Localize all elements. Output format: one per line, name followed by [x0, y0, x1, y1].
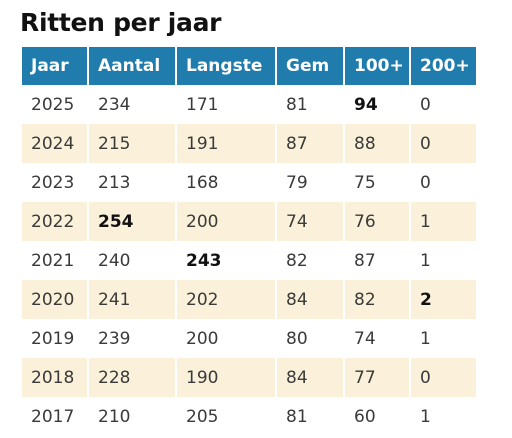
cell-100-plus: 82	[345, 280, 411, 319]
cell-count: 228	[89, 358, 177, 397]
cell-200-plus: 1	[411, 241, 476, 280]
table-row: 2018 228 190 84 77 0	[22, 358, 476, 397]
cell-100-plus: 60	[345, 397, 411, 436]
cell-200-plus: 1	[411, 202, 476, 241]
cell-year: 2023	[22, 163, 89, 202]
cell-year: 2021	[22, 241, 89, 280]
column-header-average[interactable]: Gem	[277, 47, 345, 85]
cell-average: 84	[277, 280, 345, 319]
cell-longest: 200	[177, 202, 277, 241]
cell-200-plus: 0	[411, 163, 476, 202]
cell-year: 2024	[22, 124, 89, 163]
cell-longest: 205	[177, 397, 277, 436]
cell-200-plus: 1	[411, 319, 476, 358]
cell-average: 79	[277, 163, 345, 202]
cell-average: 81	[277, 397, 345, 436]
cell-100-plus: 87	[345, 241, 411, 280]
cell-count: 254	[89, 202, 177, 241]
cell-longest: 243	[177, 241, 277, 280]
column-header-year[interactable]: Jaar	[22, 47, 89, 85]
cell-count: 215	[89, 124, 177, 163]
cell-count: 234	[89, 85, 177, 124]
column-header-200-plus[interactable]: 200+	[411, 47, 476, 85]
cell-count: 210	[89, 397, 177, 436]
cell-average: 74	[277, 202, 345, 241]
rides-per-year-table: Jaar Aantal Langste Gem 100+ 200+ 2025 2…	[22, 47, 476, 436]
cell-200-plus: 0	[411, 124, 476, 163]
cell-year: 2022	[22, 202, 89, 241]
cell-year: 2017	[22, 397, 89, 436]
cell-200-plus: 1	[411, 397, 476, 436]
cell-average: 87	[277, 124, 345, 163]
cell-100-plus: 75	[345, 163, 411, 202]
cell-100-plus: 88	[345, 124, 411, 163]
cell-longest: 191	[177, 124, 277, 163]
table-row: 2024 215 191 87 88 0	[22, 124, 476, 163]
cell-100-plus: 76	[345, 202, 411, 241]
table-row: 2017 210 205 81 60 1	[22, 397, 476, 436]
table-row: 2020 241 202 84 82 2	[22, 280, 476, 319]
cell-100-plus: 77	[345, 358, 411, 397]
column-header-count[interactable]: Aantal	[89, 47, 177, 85]
table-row: 2025 234 171 81 94 0	[22, 85, 476, 124]
table-row: 2023 213 168 79 75 0	[22, 163, 476, 202]
cell-year: 2019	[22, 319, 89, 358]
cell-count: 213	[89, 163, 177, 202]
table-row: 2022 254 200 74 76 1	[22, 202, 476, 241]
table-header-row: Jaar Aantal Langste Gem 100+ 200+	[22, 47, 476, 85]
cell-year: 2025	[22, 85, 89, 124]
cell-count: 240	[89, 241, 177, 280]
table-row: 2019 239 200 80 74 1	[22, 319, 476, 358]
column-header-100-plus[interactable]: 100+	[345, 47, 411, 85]
cell-longest: 171	[177, 85, 277, 124]
cell-count: 239	[89, 319, 177, 358]
cell-count: 241	[89, 280, 177, 319]
cell-200-plus: 2	[411, 280, 476, 319]
cell-average: 84	[277, 358, 345, 397]
cell-average: 82	[277, 241, 345, 280]
cell-longest: 200	[177, 319, 277, 358]
table-row: 2021 240 243 82 87 1	[22, 241, 476, 280]
cell-200-plus: 0	[411, 358, 476, 397]
cell-year: 2018	[22, 358, 89, 397]
cell-average: 81	[277, 85, 345, 124]
cell-year: 2020	[22, 280, 89, 319]
cell-average: 80	[277, 319, 345, 358]
column-header-longest[interactable]: Langste	[177, 47, 277, 85]
cell-100-plus: 74	[345, 319, 411, 358]
page-title: Ritten per jaar	[20, 8, 222, 37]
cell-100-plus: 94	[345, 85, 411, 124]
cell-longest: 190	[177, 358, 277, 397]
cell-200-plus: 0	[411, 85, 476, 124]
cell-longest: 202	[177, 280, 277, 319]
cell-longest: 168	[177, 163, 277, 202]
